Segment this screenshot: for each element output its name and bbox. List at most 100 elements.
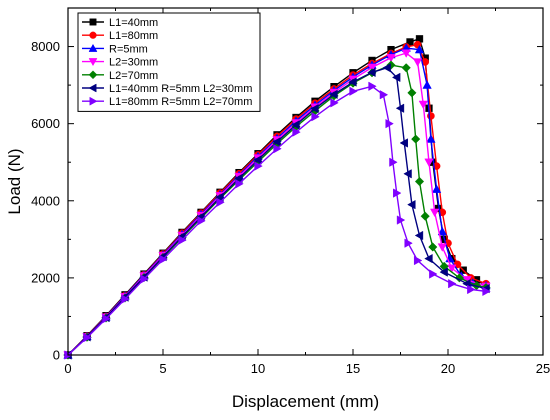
data-point: [121, 294, 130, 304]
legend-item: R=5mm: [82, 43, 148, 55]
x-axis-title: Displacement (mm): [232, 392, 379, 411]
x-tick-label: 10: [251, 361, 265, 376]
data-point: [329, 89, 338, 100]
data-point: [429, 269, 438, 279]
legend-item: L1=40mm R=5mm L2=30mm: [82, 83, 252, 95]
data-point: [385, 118, 394, 129]
legend-label: L1=40mm: [109, 17, 158, 29]
data-point: [367, 63, 377, 73]
data-point: [422, 80, 432, 89]
legend-item: L2=30mm: [82, 57, 158, 69]
x-tick-label: 5: [159, 361, 166, 376]
legend-marker: [88, 70, 98, 80]
data-point: [439, 267, 448, 277]
legend-label: L1=80mm R=5mm L2=70mm: [109, 96, 252, 108]
y-tick-label: 4000: [31, 193, 60, 208]
data-point: [254, 161, 263, 171]
data-point: [292, 127, 301, 137]
data-point: [428, 242, 438, 252]
data-point: [102, 314, 111, 324]
data-point: [83, 332, 92, 343]
data-point: [401, 49, 411, 58]
data-point: [395, 103, 405, 113]
x-tick-label: 0: [64, 361, 71, 376]
legend-box: [77, 12, 261, 112]
data-point: [447, 264, 457, 274]
series-layer: [63, 35, 491, 360]
legend-label: L2=70mm: [109, 70, 158, 82]
data-point: [391, 72, 401, 83]
data-point: [399, 138, 408, 148]
legend-marker: [88, 58, 98, 67]
data-point: [291, 120, 300, 130]
legend-label: L1=40mm R=5mm L2=30mm: [109, 83, 252, 95]
data-point: [431, 184, 442, 193]
data-point: [140, 274, 149, 284]
legend-marker: [88, 83, 97, 93]
data-point: [349, 86, 358, 96]
legend-item: L1=40mm: [82, 17, 158, 29]
y-tick-label: 2000: [31, 270, 60, 285]
legend-item: L1=80mm R=5mm L2=70mm: [82, 96, 252, 108]
data-point: [311, 112, 320, 122]
data-point: [412, 58, 423, 67]
data-point: [404, 238, 413, 248]
data-point: [424, 253, 433, 264]
data-point: [396, 215, 406, 225]
data-point: [382, 63, 391, 73]
y-tick-label: 0: [53, 348, 60, 363]
data-point: [413, 255, 423, 266]
legend-item: L1=80mm: [82, 30, 158, 42]
data-point: [406, 38, 414, 46]
data-point: [407, 199, 416, 210]
x-tick-label: 25: [536, 361, 550, 376]
y-tick-label: 8000: [31, 39, 60, 54]
series-line: [67, 67, 487, 356]
data-point: [330, 98, 339, 108]
data-point: [414, 44, 425, 54]
data-point: [178, 235, 187, 245]
data-point: [401, 63, 411, 73]
series-7: [64, 81, 491, 360]
data-point: [389, 157, 398, 167]
data-point: [393, 188, 402, 198]
data-point: [273, 144, 282, 154]
data-point: [424, 158, 434, 167]
data-point: [411, 134, 421, 144]
legend-label: R=5mm: [109, 43, 148, 55]
legend-marker: [88, 43, 98, 52]
data-point: [467, 284, 476, 295]
data-point: [407, 88, 417, 98]
data-point: [159, 254, 168, 265]
data-point: [215, 192, 224, 202]
data-point: [235, 179, 244, 189]
data-point: [437, 243, 447, 252]
data-point: [482, 286, 491, 297]
data-point: [253, 155, 262, 165]
data-point: [454, 273, 465, 283]
x-tick-label: 20: [441, 361, 455, 376]
legend-marker: [89, 18, 97, 26]
data-point: [272, 137, 281, 147]
legend-label: L1=80mm: [109, 30, 158, 42]
legend-item: L2=70mm: [82, 70, 158, 82]
legend-marker: [89, 31, 97, 39]
series-line: [67, 85, 487, 356]
data-point: [437, 226, 447, 236]
y-tick-label: 6000: [31, 116, 60, 131]
data-point: [403, 169, 412, 179]
data-point: [426, 134, 436, 143]
data-point: [368, 81, 377, 91]
data-point: [216, 197, 225, 207]
ticks-layer: 0 5 10 15 20 25 0 2000 4000 6000 8000: [31, 8, 550, 376]
data-point: [418, 100, 428, 110]
legend-label: L2=30mm: [109, 57, 158, 69]
x-tick-label: 15: [346, 361, 360, 376]
data-point: [386, 54, 396, 63]
data-point: [420, 211, 430, 221]
data-point: [348, 77, 357, 87]
data-point: [197, 216, 206, 226]
